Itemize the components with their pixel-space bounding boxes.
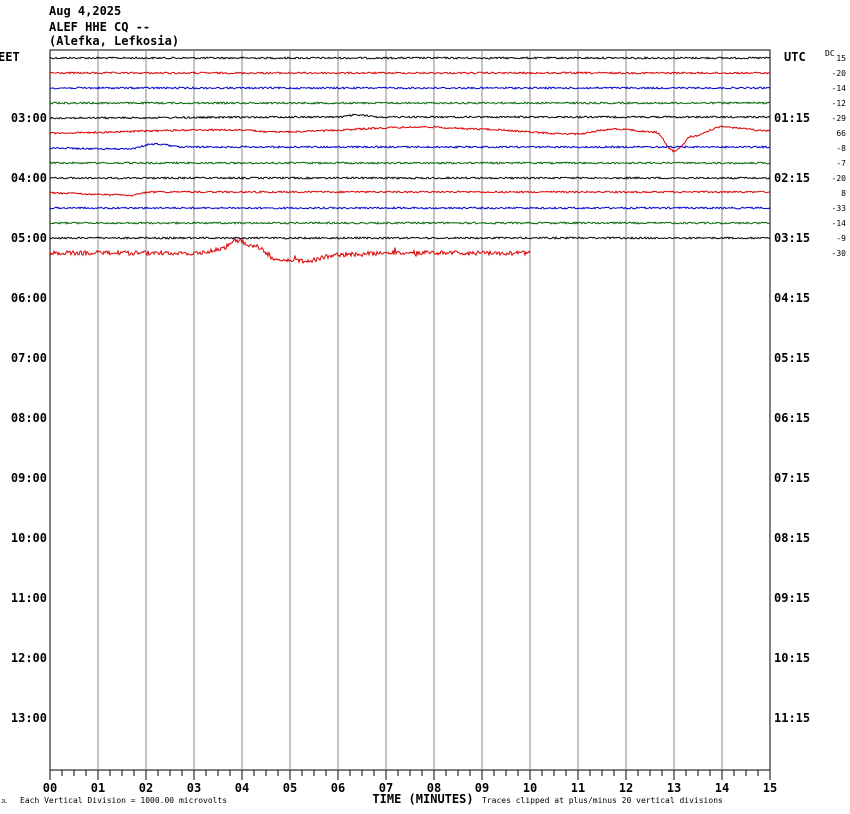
clip-note: Traces clipped at plus/minus 20 vertical… <box>482 796 723 805</box>
dc-offset-label: -20 <box>832 69 847 78</box>
x-tick-label: 11 <box>571 781 585 795</box>
dc-offset-label: -33 <box>832 204 847 213</box>
grid-lines <box>49 49 771 780</box>
hour-label-right: 02:15 <box>774 171 810 185</box>
hour-label-left: 11:00 <box>11 591 47 605</box>
hour-label-right: 10:15 <box>774 651 810 665</box>
left-zone-label: EET <box>0 50 20 64</box>
seismic-traces <box>49 56 771 265</box>
hour-label-right: 11:15 <box>774 711 810 725</box>
scale-note: Each Vertical Division = 1000.00 microvo… <box>20 796 227 805</box>
x-tick-label: 15 <box>763 781 777 795</box>
dc-offset-label: -20 <box>832 174 847 183</box>
dc-offset-label: -7 <box>836 159 846 168</box>
trace-line <box>49 238 531 265</box>
trace-line <box>49 221 771 225</box>
dc-label: DC <box>825 49 835 58</box>
dc-offset-label: -9 <box>836 234 846 243</box>
x-tick-label: 13 <box>667 781 681 795</box>
trace-line <box>49 56 771 60</box>
hour-label-left: 12:00 <box>11 651 47 665</box>
trace-line <box>49 176 771 180</box>
dc-offset-label: -8 <box>836 144 846 153</box>
hour-label-left: 08:00 <box>11 411 47 425</box>
hour-label-right: 03:15 <box>774 231 810 245</box>
hour-label-right: 08:15 <box>774 531 810 545</box>
hour-label-right: 06:15 <box>774 411 810 425</box>
x-tick-label: 02 <box>139 781 153 795</box>
dc-offset-label: -29 <box>832 114 847 123</box>
dc-offset-label: -14 <box>832 219 847 228</box>
hour-label-right: 09:15 <box>774 591 810 605</box>
trace-line <box>49 113 771 120</box>
x-tick-label: 01 <box>91 781 105 795</box>
plot-frame <box>49 49 771 771</box>
dc-offset-label: -12 <box>832 99 847 108</box>
x-tick-label: 14 <box>715 781 729 795</box>
hour-label-right: 01:15 <box>774 111 810 125</box>
x-tick-label: 04 <box>235 781 249 795</box>
trace-line <box>49 125 771 153</box>
corner-mark: JL <box>1 799 7 805</box>
hour-label-left: 05:00 <box>11 231 47 245</box>
x-tick-label: 03 <box>187 781 201 795</box>
location-header: (Alefka, Lefkosia) <box>49 34 180 48</box>
dc-offset-label: 8 <box>841 189 846 198</box>
hour-label-left: 07:00 <box>11 351 47 365</box>
x-tick-label: 07 <box>379 781 393 795</box>
dc-offset-label: 66 <box>836 129 846 138</box>
trace-line <box>49 142 771 151</box>
x-tick-label: 06 <box>331 781 345 795</box>
hour-label-left: 10:00 <box>11 531 47 545</box>
hour-label-right: 05:15 <box>774 351 810 365</box>
hour-label-right: 04:15 <box>774 291 810 305</box>
trace-line <box>49 161 771 165</box>
x-axis-title: TIME (MINUTES) <box>372 792 473 806</box>
x-tick-label: 10 <box>523 781 537 795</box>
date-header: Aug 4,2025 <box>49 4 122 18</box>
trace-line <box>49 190 771 197</box>
dc-offset-label: 15 <box>836 54 846 63</box>
hour-label-left: 06:00 <box>11 291 47 305</box>
trace-line <box>49 236 771 240</box>
hour-label-left: 13:00 <box>11 711 47 725</box>
station-header: ALEF HHE CQ -- <box>49 20 151 34</box>
trace-line <box>49 86 771 90</box>
x-tick-label: 12 <box>619 781 633 795</box>
x-tick-label: 00 <box>43 781 57 795</box>
dc-offset-label: -14 <box>832 84 847 93</box>
x-tick-label: 09 <box>475 781 489 795</box>
hour-label-left: 04:00 <box>11 171 47 185</box>
dc-offset-label: -30 <box>832 249 847 258</box>
trace-line <box>49 101 771 105</box>
hour-label-left: 09:00 <box>11 471 47 485</box>
trace-line <box>49 71 771 75</box>
axis-labels: 00 01 02 03 04 05 06 07 08 09 10 11 12 13 14 15 03:00 04:… <box>0 49 846 806</box>
x-tick-label: 08 <box>427 781 441 795</box>
hour-label-right: 07:15 <box>774 471 810 485</box>
right-zone-label: UTC <box>784 50 806 64</box>
x-tick-label: 05 <box>283 781 297 795</box>
hour-label-left: 03:00 <box>11 111 47 125</box>
trace-line <box>49 206 771 210</box>
